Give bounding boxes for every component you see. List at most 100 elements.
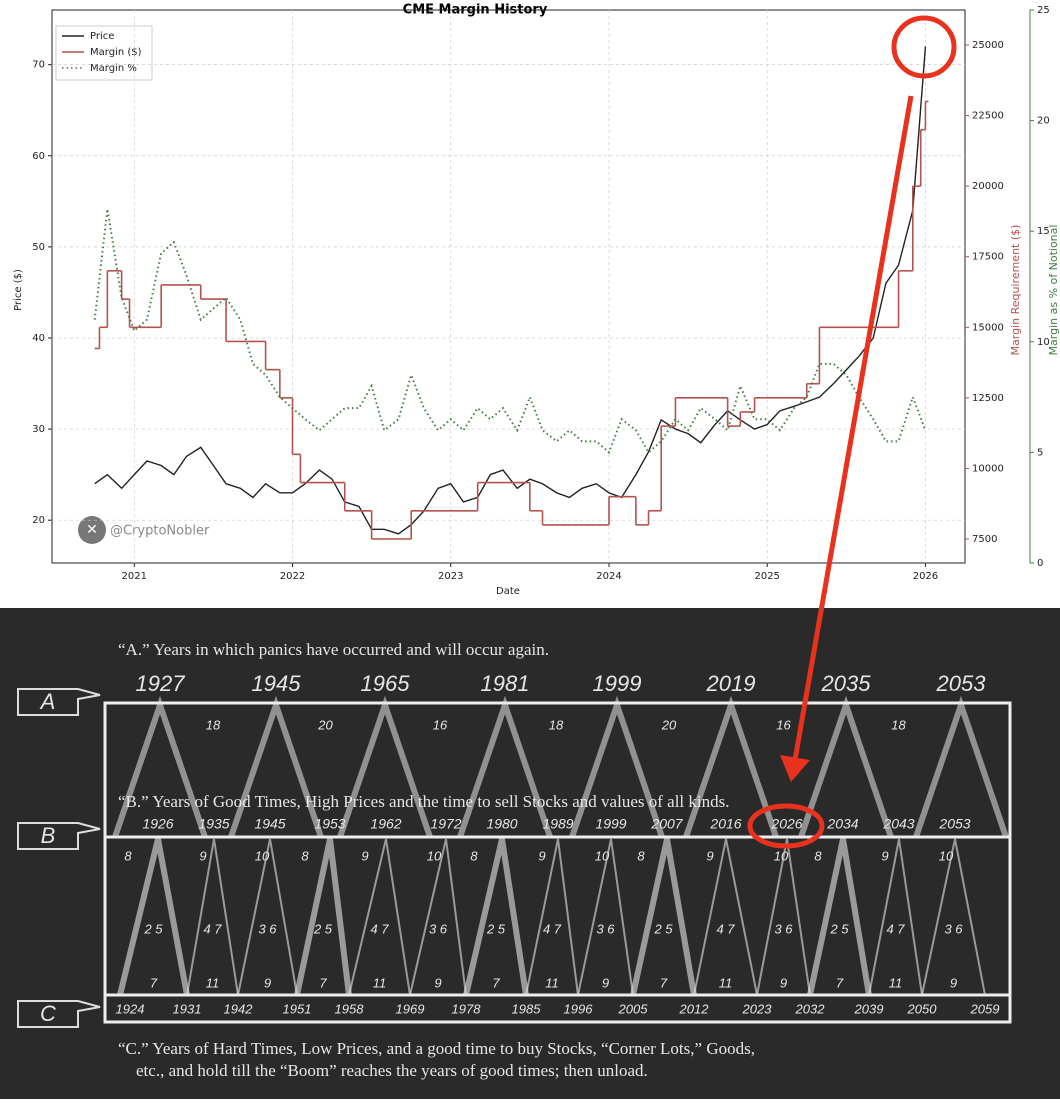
hand-letter: A (39, 689, 56, 714)
b-interval: 9 (361, 848, 368, 863)
benner-bg (0, 608, 1060, 1099)
a-peak (457, 695, 553, 838)
y2-tick-label: 15000 (972, 322, 1004, 333)
watermark-icon (78, 516, 106, 544)
a-peak (112, 695, 208, 838)
watermark-x: ✕ (86, 522, 98, 538)
highlight-circle (891, 15, 957, 79)
b-peak (756, 838, 811, 996)
y3-tick-label: 15 (1037, 226, 1050, 237)
b-year: 2034 (826, 816, 858, 832)
b-year: 1926 (142, 816, 173, 832)
y-axis-label: Price ($) (13, 269, 24, 311)
c-year: 2050 (907, 1001, 938, 1016)
x-axis-label: Date (496, 586, 520, 597)
c-year: 2023 (742, 1001, 773, 1016)
y-tick-label: 20 (32, 515, 45, 526)
legend-label: Margin % (90, 63, 137, 74)
mid-pair: 2 5 (653, 921, 673, 936)
b-peak (117, 838, 190, 996)
a-interval: 18 (206, 717, 221, 732)
legend: Price Margin ($) Margin % (55, 25, 153, 81)
mid-pair: 2 5 (829, 921, 849, 936)
c-interval: 11 (373, 975, 387, 990)
c-year: 1985 (512, 1001, 542, 1016)
b-year: 1935 (198, 816, 229, 832)
b-peak (348, 838, 411, 996)
b-interval: 9 (881, 848, 888, 863)
y2-tick-label: 7500 (972, 534, 997, 545)
b-interval: 8 (637, 848, 645, 863)
a-year: 2019 (706, 671, 756, 696)
b-year: 1972 (430, 816, 461, 832)
series-line (94, 46, 927, 535)
mid-pair: 2 5 (313, 921, 333, 936)
b-year: 2043 (882, 816, 914, 832)
b-peak (807, 838, 872, 996)
a-interval: 18 (549, 717, 564, 732)
b-interval: 10 (255, 848, 270, 863)
c-caption: etc., and hold till the “Boom” reaches t… (136, 1061, 648, 1080)
b-peak (409, 838, 467, 996)
arrow-head (780, 755, 810, 782)
a-year: 1965 (361, 671, 411, 696)
mid-pair: 3 6 (774, 921, 793, 936)
mid-pair: 3 6 (944, 921, 963, 936)
b-year: 2016 (709, 816, 741, 832)
mid-pair: 4 7 (370, 921, 389, 936)
a-peak (913, 695, 1009, 838)
b-peak (463, 838, 529, 996)
b-interval: 8 (124, 848, 132, 863)
a-interval: 18 (891, 717, 906, 732)
c-interval: 11 (545, 975, 559, 990)
b-year: 1962 (370, 816, 401, 832)
y3-tick-label: 20 (1037, 116, 1050, 127)
a-peak (683, 695, 779, 838)
c-interval: 11 (889, 975, 903, 990)
y2-axis-label: Margin Requirement ($) (1009, 225, 1022, 356)
b-year: 1945 (254, 816, 285, 832)
a-year: 1999 (593, 671, 642, 696)
y2-tick-label: 10000 (972, 463, 1004, 474)
legend-label: Margin ($) (90, 47, 142, 58)
b-peak (577, 838, 634, 996)
b-peak (294, 838, 352, 996)
c-year: 1942 (224, 1001, 254, 1016)
mid-pair: 4 7 (203, 921, 222, 936)
y3-tick-label: 10 (1037, 337, 1050, 348)
hand-pointer (17, 1000, 101, 1028)
b-year: 1989 (542, 816, 573, 832)
y3-tick-label: 25 (1037, 5, 1050, 16)
a-year: 1981 (481, 671, 530, 696)
series-line (93, 208, 927, 455)
b-interval: 8 (301, 848, 309, 863)
b-peak (868, 838, 923, 996)
y-tick-label: 40 (32, 333, 45, 344)
a-year: 2035 (821, 671, 872, 696)
c-box (103, 993, 1012, 1024)
mid-pair: 3 6 (429, 921, 448, 936)
c-interval: 9 (780, 975, 787, 990)
legend-box (55, 25, 153, 81)
c-year: 1969 (396, 1001, 425, 1016)
a-interval: 16 (433, 717, 448, 732)
b-year: 1953 (314, 816, 345, 832)
y-tick-label: 50 (32, 242, 45, 253)
mid-pair: 2 5 (486, 921, 506, 936)
c-year: 1978 (452, 1001, 482, 1016)
x-tick-label: 2024 (596, 571, 621, 582)
a-year: 1927 (136, 671, 186, 696)
b-peak (525, 838, 579, 996)
legend-label: Price (90, 31, 114, 42)
b-year: 1999 (595, 816, 626, 832)
b-interval: 10 (774, 848, 789, 863)
y2-tick-label: 22500 (972, 111, 1004, 122)
c-year: 1951 (283, 1001, 312, 1016)
chart-bg (0, 0, 1060, 608)
b-peak (186, 838, 239, 996)
b-interval: 9 (538, 848, 545, 863)
y3-axis-label: Margin as % of Notional (1047, 225, 1060, 356)
b-peak (921, 838, 986, 996)
y2-tick-label: 25000 (972, 40, 1004, 51)
